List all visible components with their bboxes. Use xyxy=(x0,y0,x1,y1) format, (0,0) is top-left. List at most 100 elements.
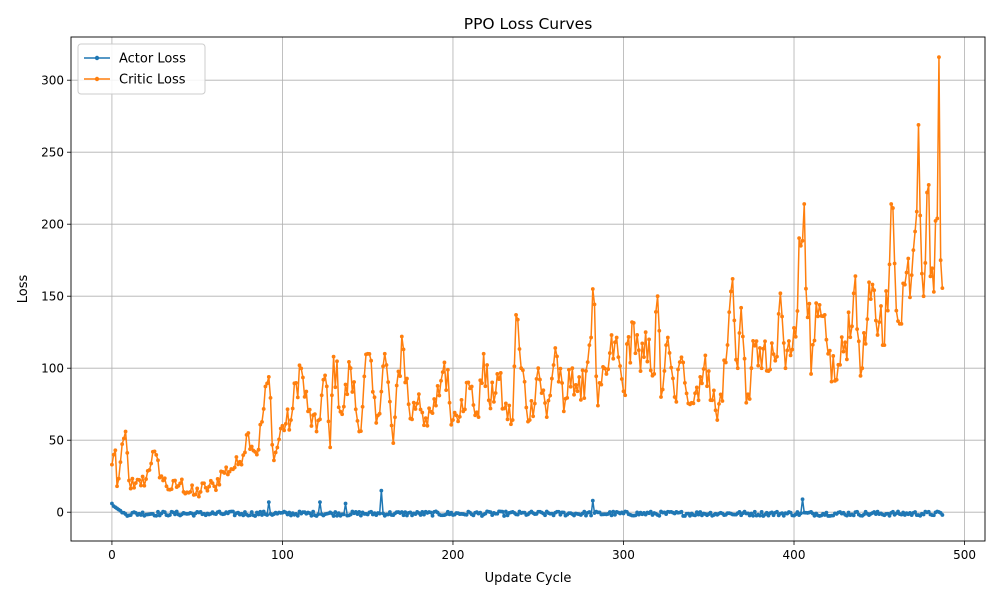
legend-actor-loss-label: Actor Loss xyxy=(119,52,186,67)
critic-loss-point xyxy=(706,369,711,373)
critic-loss-point xyxy=(817,302,822,307)
critic-loss-point xyxy=(387,399,392,404)
critic-loss-point xyxy=(355,419,360,423)
critic-loss-point xyxy=(256,447,261,452)
actor-loss-point xyxy=(824,510,829,515)
plot-frame xyxy=(70,36,986,542)
x-tick-label: 0 xyxy=(108,548,116,562)
actor-loss-point xyxy=(387,510,392,514)
critic-loss-point xyxy=(473,413,478,418)
critic-loss-point xyxy=(272,458,276,463)
actor-loss-point xyxy=(331,514,336,518)
critic-loss-point xyxy=(616,355,621,360)
actor-loss-point xyxy=(940,513,945,517)
critic-loss-point xyxy=(110,462,114,467)
critic-loss-point xyxy=(539,391,544,396)
actor-loss-point xyxy=(543,513,547,518)
critic-loss-point xyxy=(449,422,454,427)
critic-loss-point xyxy=(645,359,650,364)
actor-loss-point xyxy=(887,513,892,518)
critic-loss-point xyxy=(215,477,220,481)
critic-loss-point xyxy=(812,338,817,343)
critic-loss-point xyxy=(210,481,215,486)
actor-loss-point xyxy=(403,510,408,515)
critic-loss-point xyxy=(863,341,868,346)
critic-loss-point xyxy=(711,388,716,393)
critic-loss-point xyxy=(301,375,305,380)
critic-loss-point xyxy=(838,362,842,367)
critic-loss-point xyxy=(892,261,897,266)
critic-loss-point xyxy=(369,358,374,363)
critic-loss-point xyxy=(340,412,345,417)
critic-loss-point xyxy=(940,286,945,291)
critic-loss-point xyxy=(483,384,488,389)
critic-loss-point xyxy=(152,449,157,454)
critic-loss-point xyxy=(495,372,500,376)
critic-loss-point xyxy=(207,484,212,489)
actor-loss-point xyxy=(256,512,261,517)
critic-loss-point xyxy=(115,484,119,489)
critic-loss-point xyxy=(698,374,703,379)
actor-loss-point xyxy=(679,509,684,514)
critic-loss-point xyxy=(596,403,600,408)
critic-loss-point xyxy=(415,401,420,406)
actor-loss-point xyxy=(478,510,483,515)
critic-loss-point xyxy=(360,404,365,409)
critic-loss-point xyxy=(232,465,237,470)
critic-loss-point xyxy=(682,380,687,385)
critic-loss-point xyxy=(926,182,931,187)
critic-loss-point xyxy=(882,343,887,348)
critic-loss-point xyxy=(341,404,346,409)
critic-loss-point xyxy=(130,476,135,481)
critic-loss-point xyxy=(594,374,599,379)
critic-loss-point xyxy=(246,431,251,435)
critic-loss-point xyxy=(515,317,520,322)
critic-loss-point xyxy=(224,465,229,470)
critic-loss-point xyxy=(696,398,701,403)
critic-loss-point xyxy=(904,270,909,275)
actor-loss-point xyxy=(168,513,172,517)
critic-loss-point xyxy=(507,403,512,408)
critic-loss-point xyxy=(411,400,416,405)
critic-loss-point xyxy=(237,459,242,464)
critic-loss-point xyxy=(331,354,336,359)
actor-loss-point xyxy=(708,510,713,515)
critic-loss-point xyxy=(348,366,353,371)
critic-loss-point xyxy=(278,426,283,431)
critic-loss-point xyxy=(810,342,815,347)
actor-loss-point xyxy=(287,510,292,515)
critic-loss-point xyxy=(277,437,281,442)
critic-loss-point xyxy=(573,383,578,387)
critic-loss-point xyxy=(422,423,426,428)
critic-loss-point xyxy=(294,380,298,385)
critic-loss-point xyxy=(379,389,384,394)
critic-loss-point xyxy=(717,402,721,406)
critic-loss-point xyxy=(427,406,431,411)
critic-loss-point xyxy=(139,483,143,488)
critic-loss-point xyxy=(676,367,680,372)
critic-loss-point xyxy=(444,388,449,392)
critic-loss-point xyxy=(358,429,363,434)
critic-loss-point xyxy=(921,294,926,299)
critic-loss-point xyxy=(841,349,846,354)
critic-loss-point xyxy=(684,391,689,396)
critic-loss-point xyxy=(406,402,411,407)
critic-loss-point xyxy=(544,415,549,420)
critic-loss-point xyxy=(471,403,476,407)
critic-loss-point xyxy=(725,343,730,347)
axes-ticks: 0 100 200 300 400 500 0 50 100 150 200 250 300 xyxy=(41,74,976,562)
actor-loss-point xyxy=(798,511,803,516)
critic-loss-point xyxy=(623,393,628,398)
critic-loss-point xyxy=(938,258,943,263)
critic-loss-point xyxy=(333,385,338,390)
critic-loss-point xyxy=(321,377,326,382)
critic-loss-point xyxy=(159,474,164,479)
actor-loss-point xyxy=(488,510,493,515)
critic-loss-point xyxy=(875,333,880,337)
critic-loss-point xyxy=(613,340,617,345)
critic-loss-point xyxy=(827,348,832,353)
critic-loss-point xyxy=(178,481,183,486)
actor-loss-point xyxy=(587,510,592,514)
critic-loss-point xyxy=(144,477,148,481)
actor-loss-point xyxy=(515,512,520,517)
